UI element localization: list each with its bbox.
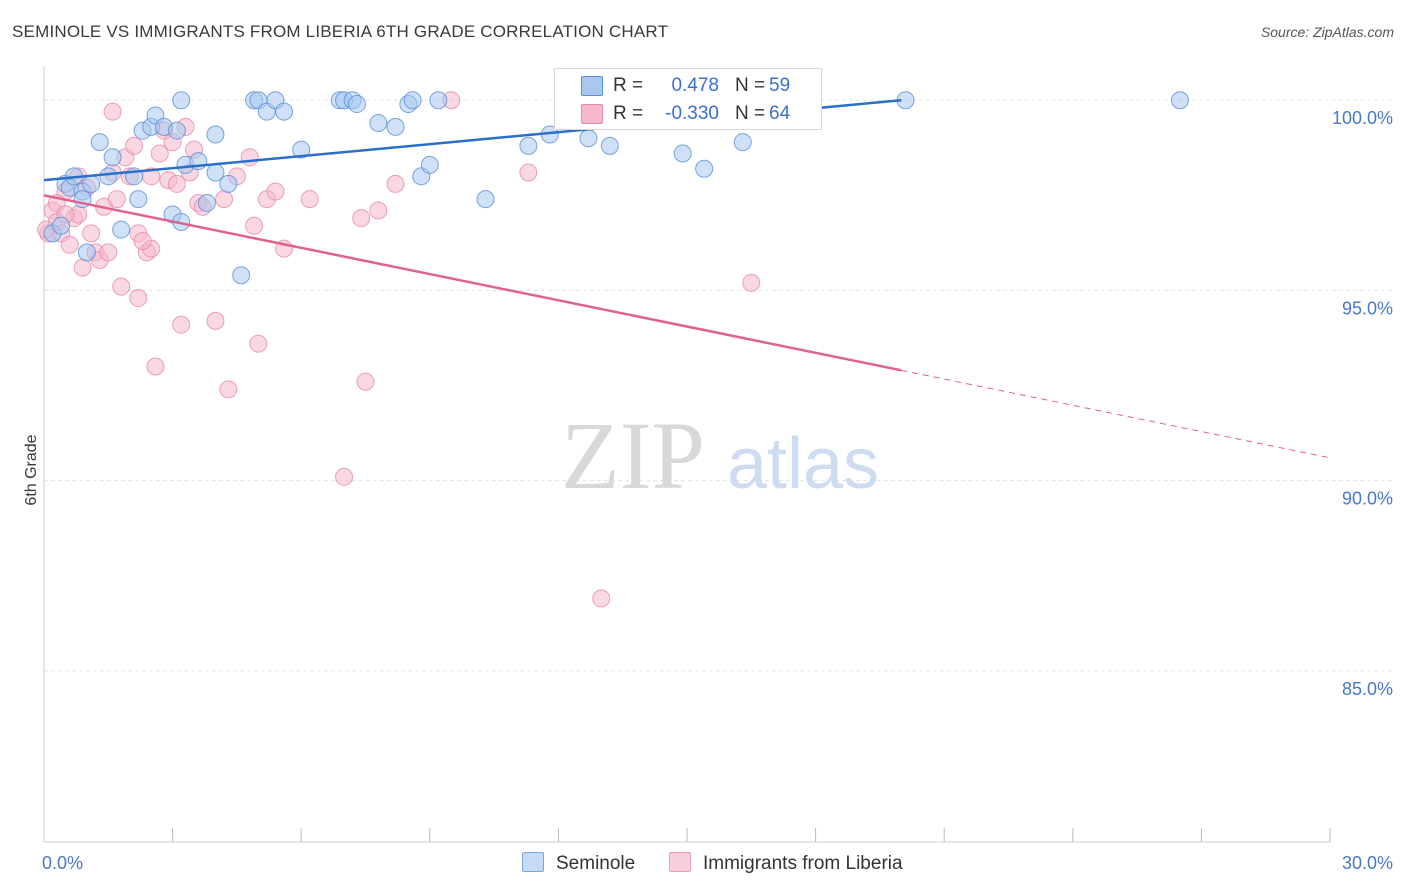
liberia-point — [146, 357, 165, 376]
seminole-point — [112, 220, 131, 239]
liberia-point — [99, 243, 118, 262]
liberia-point — [107, 190, 126, 209]
n-label: N = — [735, 103, 766, 124]
x-tick-label: 0.0% — [42, 853, 83, 873]
legend-item-seminole: Seminole — [522, 852, 635, 875]
liberia-point — [150, 144, 169, 163]
liberia-point — [369, 201, 388, 220]
y-tick-label: 90.0% — [1342, 489, 1393, 509]
seminole-point — [292, 140, 311, 159]
seminole-point — [197, 193, 216, 212]
x-tick-label: 30.0% — [1342, 853, 1393, 873]
liberia-trend-line — [43, 194, 902, 372]
seminole-point — [275, 102, 294, 121]
liberia-point — [60, 235, 79, 254]
r-value: -0.330 — [665, 103, 719, 124]
r-label: R = — [613, 75, 644, 96]
legend-row-seminole: R = 0.478 N = 59 — [555, 72, 821, 100]
seminole-point — [695, 159, 714, 178]
gridlines — [44, 99, 1392, 672]
liberia-point — [219, 380, 238, 399]
liberia-point — [742, 273, 761, 292]
seminole-point — [347, 95, 366, 114]
seminole-point — [129, 190, 148, 209]
liberia-point — [240, 148, 259, 167]
seminole-point — [232, 266, 251, 285]
seminole-point — [103, 148, 122, 167]
liberia-point — [352, 209, 371, 228]
seminole-point — [99, 167, 118, 186]
legend-row-liberia: R = -0.330 N = 64 — [555, 100, 821, 128]
seminole-point — [429, 91, 448, 110]
liberia-point — [133, 231, 152, 250]
seminole-point — [90, 133, 109, 152]
liberia-point — [249, 334, 268, 353]
liberia-point — [172, 315, 191, 334]
liberia-point — [167, 174, 186, 193]
seminole-point — [172, 91, 191, 110]
seminole-point — [673, 144, 692, 163]
seminole-point — [386, 117, 405, 136]
tick-labels: 100.0% 95.0% 90.0% 85.0% 0.0% 30.0% — [42, 108, 1393, 873]
watermark-zip: ZIP — [561, 402, 705, 509]
liberia-point — [103, 102, 122, 121]
liberia-point — [129, 289, 148, 308]
watermark: ZIP atlas — [561, 402, 879, 509]
liberia-point — [335, 467, 354, 486]
chart-title: SEMINOLE VS IMMIGRANTS FROM LIBERIA 6TH … — [12, 22, 669, 41]
y-tick-label: 85.0% — [1342, 679, 1393, 699]
liberia-point — [125, 136, 144, 155]
liberia-point — [266, 182, 285, 201]
seminole-point — [476, 190, 495, 209]
liberia-point — [82, 224, 101, 243]
seminole-point — [167, 121, 186, 140]
liberia-point — [300, 190, 319, 209]
legend-label: Seminole — [556, 853, 636, 874]
seminole-point — [403, 91, 422, 110]
watermark-atlas: atlas — [727, 424, 879, 504]
liberia-point — [592, 589, 611, 608]
source-label: Source: ZipAtlas.com — [1260, 24, 1394, 40]
liberia-trend-extension — [901, 369, 1331, 459]
liberia-point — [245, 216, 264, 235]
seminole-point — [219, 174, 238, 193]
liberia-point — [386, 174, 405, 193]
liberia-legend-swatch — [669, 852, 691, 872]
data-points — [37, 91, 1189, 608]
liberia-point — [73, 258, 92, 277]
series-legend: Seminole Immigrants from Liberia — [0, 852, 1406, 876]
liberia-swatch — [581, 104, 603, 124]
seminole-swatch — [581, 76, 603, 96]
liberia-point — [206, 311, 225, 330]
r-label: R = — [613, 103, 644, 124]
seminole-point — [77, 243, 96, 262]
liberia-point — [215, 190, 234, 209]
seminole-point — [519, 136, 538, 155]
seminole-point — [733, 133, 752, 152]
y-tick-label: 100.0% — [1332, 108, 1393, 128]
seminole-point — [206, 125, 225, 144]
seminole-point — [420, 155, 439, 174]
n-value: 59 — [769, 75, 791, 96]
seminole-point — [82, 174, 101, 193]
y-axis-label: 6th Grade — [23, 434, 40, 505]
liberia-point — [519, 163, 538, 182]
axes — [43, 66, 1331, 843]
seminole-point — [600, 136, 619, 155]
liberia-point — [356, 372, 375, 391]
liberia-point — [112, 277, 131, 296]
seminole-point — [1170, 91, 1189, 110]
seminole-point — [52, 216, 71, 235]
y-tick-label: 95.0% — [1342, 298, 1393, 318]
legend-item-liberia: Immigrants from Liberia — [669, 852, 903, 875]
stats-legend: R = 0.478 N = 59 R = -0.330 N = 64 — [554, 68, 822, 130]
n-value: 64 — [769, 103, 791, 124]
seminole-point — [579, 129, 598, 148]
n-label: N = — [735, 75, 766, 96]
r-value: 0.478 — [671, 75, 719, 96]
seminole-legend-swatch — [522, 852, 544, 872]
seminole-point — [369, 114, 388, 133]
legend-label: Immigrants from Liberia — [703, 853, 903, 874]
